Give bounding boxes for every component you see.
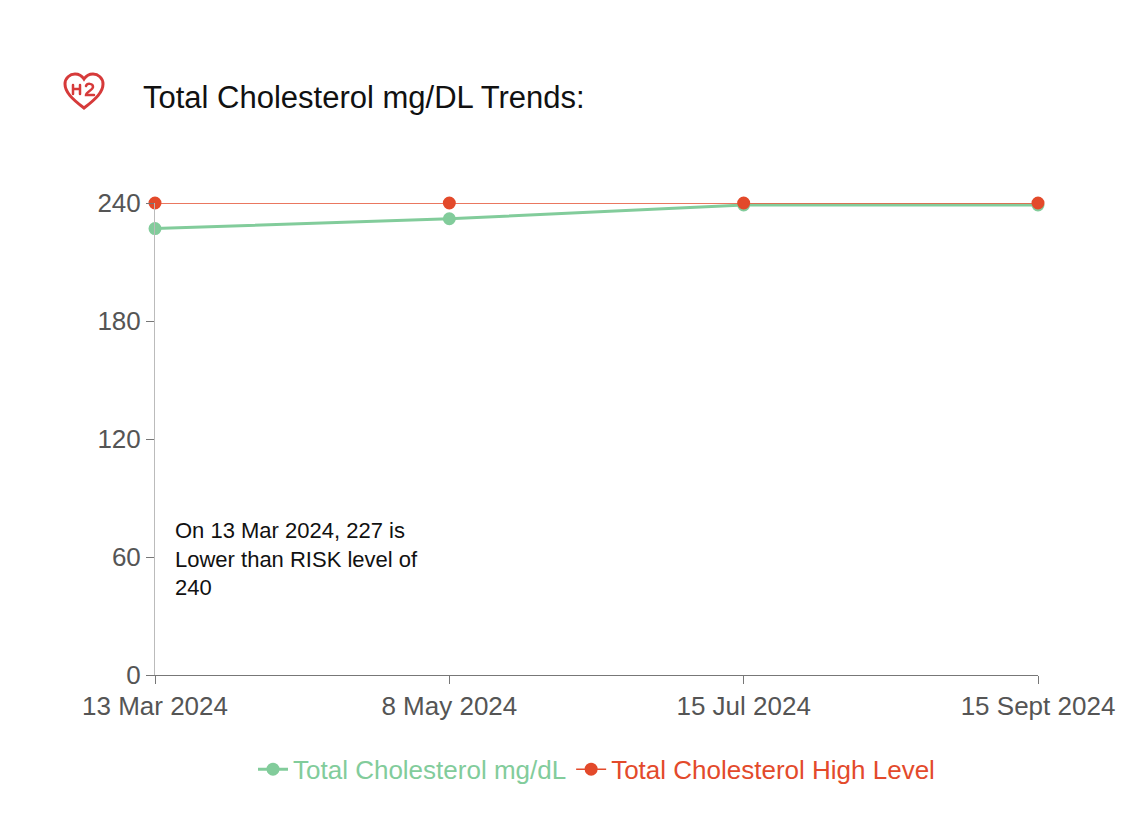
svg-text:Total Cholesterol High Level: Total Cholesterol High Level — [611, 755, 935, 785]
svg-text:15 Sept 2024: 15 Sept 2024 — [961, 691, 1116, 721]
svg-text:120: 120 — [97, 424, 140, 454]
svg-text:13 Mar 2024: 13 Mar 2024 — [82, 691, 228, 721]
svg-text:180: 180 — [97, 306, 140, 336]
svg-text:Total Cholesterol mg/dL: Total Cholesterol mg/dL — [293, 755, 566, 785]
svg-text:Total Cholesterol mg/DL Trends: Total Cholesterol mg/DL Trends: — [143, 80, 585, 115]
svg-text:240: 240 — [97, 188, 140, 218]
svg-text:On 13 Mar 2024, 227 isLower th: On 13 Mar 2024, 227 isLower than RISK le… — [175, 518, 418, 600]
svg-text:15 Jul 2024: 15 Jul 2024 — [676, 691, 810, 721]
svg-text:0: 0 — [126, 660, 140, 690]
svg-text:8 May 2024: 8 May 2024 — [381, 691, 517, 721]
svg-text:60: 60 — [112, 542, 141, 572]
